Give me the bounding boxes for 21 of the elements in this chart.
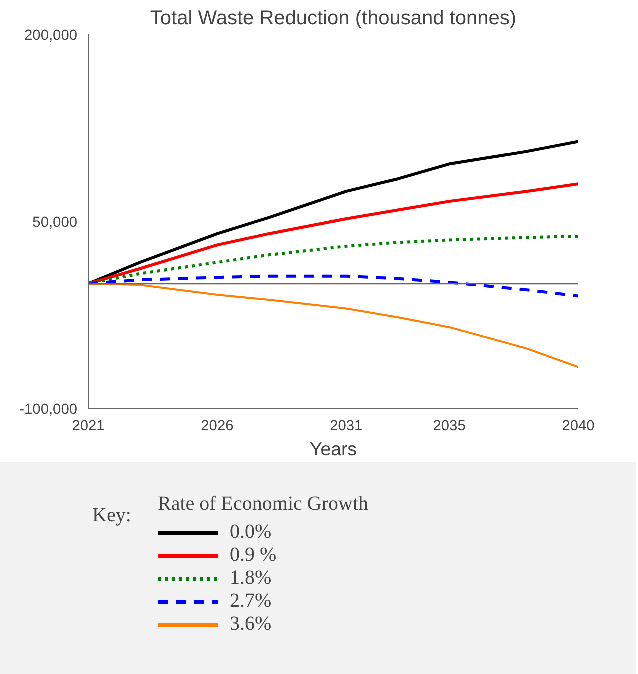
y-tick-label: -100,000	[20, 402, 78, 418]
line-series	[88, 234, 578, 286]
chart-title: Total Waste Reduction (thousand tonnes)	[150, 8, 517, 30]
x-axis-title: Years	[310, 438, 358, 460]
line-series	[88, 274, 578, 298]
x-tick-label: 2021	[72, 418, 105, 434]
line-series	[88, 182, 578, 286]
x-tick-label: 2026	[201, 418, 234, 434]
x-tick-label: 2040	[562, 418, 595, 434]
legend-label: 0.0%	[230, 521, 272, 544]
legend-title: Rate of Economic Growth	[158, 493, 368, 516]
y-tick-label: 50,000	[32, 215, 78, 231]
legend-label: 1.8%	[230, 567, 272, 590]
y-tick-label: 200,000	[24, 28, 78, 44]
x-tick-label: 2035	[433, 418, 466, 434]
line-series	[88, 282, 578, 368]
legend-label: 3.6%	[230, 613, 272, 636]
legend-label: 0.9 %	[230, 544, 277, 567]
legend-label: 2.7%	[230, 590, 272, 613]
x-tick-label: 2031	[330, 418, 363, 434]
text: Key:	[92, 504, 132, 526]
